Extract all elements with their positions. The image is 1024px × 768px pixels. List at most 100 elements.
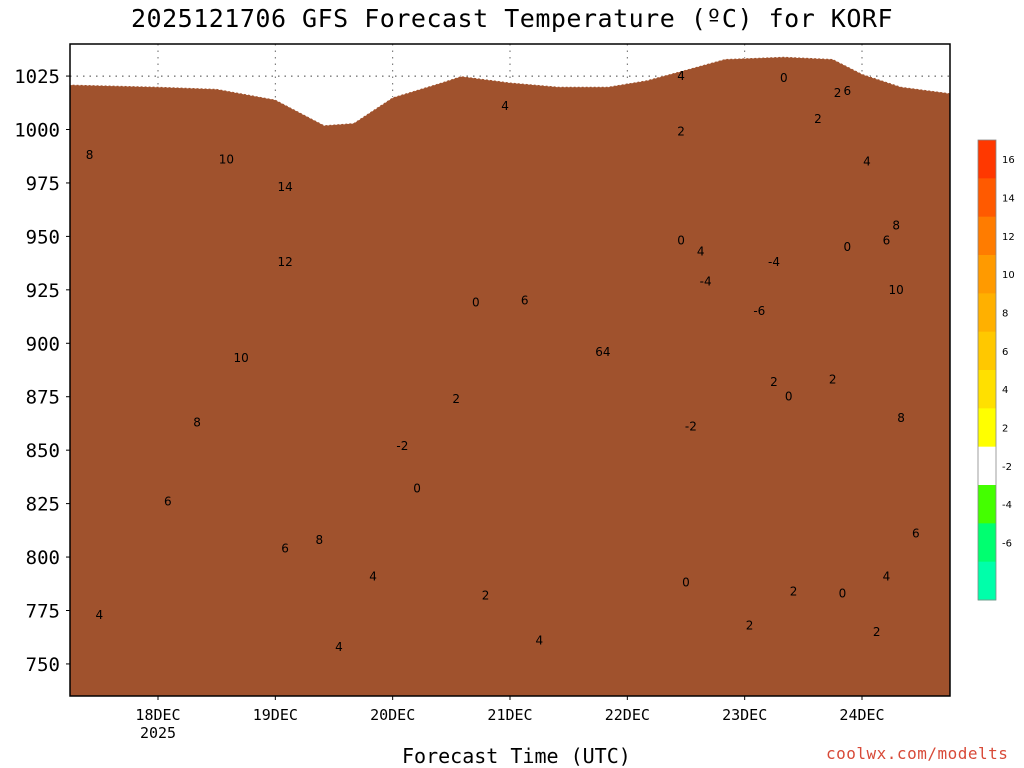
colorbar-label: 6 (1002, 347, 1008, 358)
contour-label: 4 (535, 633, 543, 647)
contour-label: 2 (829, 373, 837, 387)
colorbar-label: 4 (1002, 385, 1008, 396)
terrain-surface (70, 56, 950, 696)
contour-label: 8 (315, 533, 323, 547)
contour-label: 4 (863, 155, 871, 169)
contour-label: 4 (697, 244, 705, 258)
contour-label: 2 (790, 584, 798, 598)
contour-label: 2 (482, 589, 490, 603)
x-axis-title: Forecast Time (UTC) (402, 744, 631, 768)
contour-label: 2 (452, 392, 460, 406)
colorbar-frame (977, 139, 997, 601)
contour-label: -2 (685, 420, 697, 434)
contour-label: 8 (86, 148, 94, 162)
credit-link[interactable]: coolwx.com/modelts (826, 744, 1009, 763)
colorbar-label: 16 (1002, 155, 1015, 166)
contour-label: 0 (780, 71, 788, 85)
colorbar-swatch (978, 331, 996, 371)
y-tick-label: 825 (26, 494, 60, 516)
colorbar-label: -2 (1002, 462, 1012, 473)
x-tick-label: 20DEC (370, 706, 415, 724)
contour-label: 64 (595, 345, 610, 359)
y-tick-label: 1025 (14, 66, 60, 88)
contour-label: 0 (677, 234, 685, 248)
x-tick-label: 22DEC (605, 706, 650, 724)
x-tick-label: 23DEC (722, 706, 767, 724)
colorbar-swatch (978, 216, 996, 256)
contour-label: 4 (335, 640, 343, 654)
colorbar-swatch (978, 561, 996, 601)
colorbar-label: 12 (1002, 232, 1015, 243)
contour-label: 0 (839, 586, 847, 600)
x-tick-label: 19DEC (253, 706, 298, 724)
contour-label: 2 (873, 625, 881, 639)
contour-label: -4 (700, 274, 712, 288)
contour-label: 6 (521, 294, 529, 308)
contour-label: 6 (912, 527, 920, 541)
y-axis: 750 775 800 825 850 875 900 925 950 975 1000 1025 (14, 66, 70, 676)
contour-label: 2 (814, 112, 822, 126)
colorbar-label: -4 (1002, 500, 1012, 511)
colorbar-label: 2 (1002, 424, 1008, 435)
contour-label: 6 (281, 542, 289, 556)
contour-label: 6 (843, 84, 851, 98)
colorbar-label: 8 (1002, 309, 1008, 320)
y-tick-label: 950 (26, 226, 60, 248)
contour-label: 6 (883, 234, 891, 248)
x-tick-sublabel: 2025 (140, 724, 176, 742)
y-tick-label: 850 (26, 440, 60, 462)
contour-label: 14 (277, 180, 292, 194)
contour-label: 8 (193, 415, 201, 429)
contour-label: 8 (892, 219, 900, 233)
colorbar-swatch (978, 293, 996, 333)
contour-label: 4 (677, 69, 685, 83)
y-tick-label: 925 (26, 280, 60, 302)
y-tick-label: 875 (26, 387, 60, 409)
colorbar-label: -6 (1002, 539, 1012, 550)
contour-label: 0 (682, 576, 690, 590)
contour-label: 2 (746, 619, 754, 633)
contour-label: -4 (768, 255, 780, 269)
y-tick-label: 750 (26, 654, 60, 676)
colorbar-swatch (978, 446, 996, 486)
contour-label: 4 (501, 99, 509, 113)
contour-label: 10 (889, 283, 904, 297)
colorbar-swatch (978, 485, 996, 524)
contour-label: 10 (219, 152, 234, 166)
contour-label: 0 (472, 296, 480, 310)
colorbar: 16 14 12 10 8 6 4 2 -2 -4 -6 (977, 139, 1015, 601)
contour-label: 2 (834, 86, 842, 100)
contour-label: -2 (396, 439, 408, 453)
colorbar-label: 10 (1002, 270, 1015, 281)
y-tick-label: 900 (26, 333, 60, 355)
contour-label: 2 (770, 375, 778, 389)
y-tick-label: 775 (26, 600, 60, 622)
contour-label: 12 (277, 255, 292, 269)
contour-label: -6 (753, 304, 765, 318)
colorbar-swatch (978, 255, 996, 294)
contour-label: 0 (843, 240, 851, 254)
chart-title: 2025121706 GFS Forecast Temperature (ºC)… (130, 4, 893, 33)
contour-label: 4 (883, 569, 891, 583)
colorbar-swatch (978, 140, 996, 179)
x-tick-label: 18DEC (135, 706, 180, 724)
terrain (70, 56, 950, 696)
colorbar-swatch (978, 408, 996, 448)
y-tick-label: 800 (26, 547, 60, 569)
x-tick-label: 21DEC (487, 706, 532, 724)
contour-label: 10 (233, 351, 248, 365)
contour-label: 2 (677, 125, 685, 139)
colorbar-label: 14 (1002, 194, 1015, 205)
contour-label: 4 (95, 608, 103, 622)
contour-label: 0 (785, 390, 793, 404)
x-tick-label: 24DEC (839, 706, 884, 724)
contour-label: 6 (164, 495, 172, 509)
y-tick-label: 975 (26, 173, 60, 195)
y-tick-label: 1000 (14, 120, 60, 142)
colorbar-swatch (978, 178, 996, 218)
colorbar-swatch (978, 523, 996, 563)
colorbar-swatch (978, 370, 996, 409)
